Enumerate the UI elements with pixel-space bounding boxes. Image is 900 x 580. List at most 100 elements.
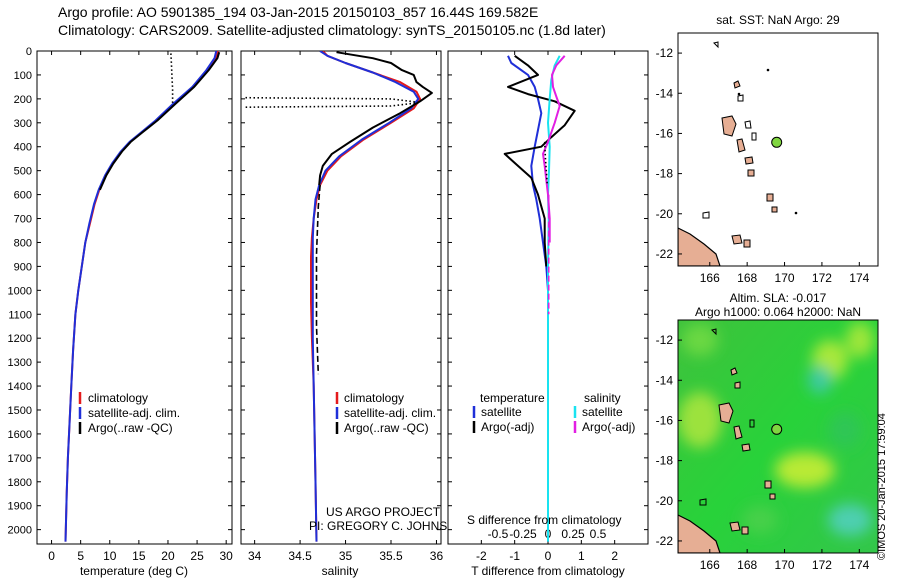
temperature-legend: climatology satellite-adj. clim. Argo(..… [78, 391, 180, 435]
erromango-island [769, 493, 776, 500]
pi-annotation: PI: GREGORY C. JOHNSON [309, 519, 465, 533]
difference-panel: -2 -1 0 1 2-0.5 -0.25 0 0.25 0.5 T difference fr… [447, 50, 649, 578]
s-diff-tick-label: -0.5 [488, 527, 509, 541]
x-tick-label: 5 [77, 549, 84, 563]
sla-map-panel: Altim. SLA: -0.017 Argo h1000: 0.064 h20… [656, 291, 879, 572]
series-argo-qc-top [245, 96, 421, 108]
lon-tick-label: 172 [812, 271, 832, 285]
depth-tick-label: 0 [26, 46, 32, 58]
series-argo-raw [98, 51, 221, 191]
lon-tick-label: 170 [775, 271, 795, 285]
salinity-xlabel: salinity [322, 564, 359, 578]
depth-tick-label: 1500 [8, 405, 32, 417]
lon-tick-label: 168 [737, 271, 757, 285]
salinity-legend: climatology satellite-adj. clim. Argo(..… [335, 391, 436, 435]
depth-tick-label: 1700 [8, 453, 32, 465]
sla-map-frame [677, 319, 879, 554]
depth-tick-label: 600 [14, 190, 32, 202]
x-tick-label: -1 [509, 549, 520, 563]
islet-3 [766, 68, 770, 72]
sst-map-frame [677, 32, 879, 267]
temperature-axes-box [36, 50, 233, 545]
depth-ticks: 0 100 200 300 400 500 600 700 800 900 1000 1100 1200… [8, 46, 232, 537]
new-caledonia-landmass [678, 514, 721, 553]
difference-secondary-label: S difference from climatology [467, 513, 622, 527]
x-tick-label: 1 [578, 549, 585, 563]
loyalty-island-1 [731, 234, 743, 245]
series-satellite-adj-clim- [64, 51, 218, 542]
depth-tick-label: 100 [14, 70, 32, 82]
reef-1 [702, 211, 710, 219]
pentecost-island [751, 132, 757, 141]
malakula-island [736, 138, 746, 153]
sla-field-blobs [678, 322, 874, 536]
copyright-stamp: ©IMOS 20-Jan-2015 17:59:04 [876, 413, 888, 560]
salinity-x-ticks: 34 34.5 35 35.5 36 [248, 51, 443, 563]
lat-tick-label: -22 [656, 534, 674, 548]
x-tick-label: 30 [219, 549, 233, 563]
lat-tick-label: -20 [656, 207, 674, 221]
temperature-series [64, 51, 221, 542]
lon-tick-label: 166 [700, 558, 720, 572]
temperature-panel: 0100200300400500600700800900100011001200… [8, 46, 234, 578]
maewo-island [744, 120, 752, 129]
banks-island-2 [734, 381, 741, 389]
x-tick-label: 35.5 [379, 549, 403, 563]
series-t-argo [503, 54, 576, 267]
torres-island [713, 41, 719, 49]
banks-island-1 [733, 80, 741, 89]
series-t-satellite [507, 55, 549, 542]
depth-tick-label: 1000 [8, 285, 32, 297]
lat-tick-label: -20 [656, 494, 674, 508]
malakula-island [733, 425, 743, 440]
sla-map-title-line1: Altim. SLA: -0.017 [730, 291, 827, 305]
legend-title-salinity: salinity [584, 391, 621, 405]
depth-tick-label: 400 [14, 142, 32, 154]
depth-tick-label: 300 [14, 118, 32, 130]
legend-label-satellite: satellite-adj. clim. [344, 406, 436, 420]
legend-label-argo: Argo(..raw -QC) [344, 421, 429, 435]
depth-tick-label: 1600 [8, 429, 32, 441]
depth-tick-label: 800 [14, 237, 32, 249]
legend-label-climatology: climatology [344, 391, 404, 405]
x-tick-label: 0 [545, 549, 552, 563]
series-s-argo-dotted [543, 141, 549, 186]
sst-map-ticks: 166 168 170 172 174 -12 -14 -16 -18 -20 -22 [656, 46, 870, 285]
pentecost-island [749, 419, 755, 428]
depth-tick-label: 700 [14, 214, 32, 226]
x-tick-label: 10 [103, 549, 117, 563]
legend-label-s-argo: Argo(-adj) [582, 420, 635, 434]
sst-map-title: sat. SST: NaN Argo: 29 [716, 13, 840, 27]
series-argo-raw [318, 51, 433, 186]
lat-tick-label: -16 [656, 413, 674, 427]
lon-tick-label: 172 [812, 558, 832, 572]
legend-label-t-satellite: satellite [481, 405, 522, 419]
legend-title-temperature: temperature [480, 391, 545, 405]
depth-tick-label: 500 [14, 166, 32, 178]
salinity-panel: 34 34.5 35 35.5 36 salinity climatology sate… [240, 50, 465, 578]
islet-2 [737, 92, 741, 96]
lat-tick-label: -16 [656, 126, 674, 140]
banks-island-1 [730, 367, 738, 376]
depth-tick-label: 1800 [8, 477, 32, 489]
torres-island [711, 328, 717, 336]
x-tick-label: 15 [132, 549, 146, 563]
x-tick-label: 36 [430, 549, 444, 563]
s-diff-tick-label: 0.25 [561, 527, 585, 541]
x-tick-label: -2 [476, 549, 487, 563]
depth-tick-label: 1200 [8, 333, 32, 345]
new-caledonia-landmass [678, 227, 721, 266]
lat-tick-label: -14 [656, 86, 674, 100]
x-tick-label: 34.5 [288, 549, 312, 563]
x-tick-label: 0 [48, 549, 55, 563]
loyalty-island-1 [729, 521, 741, 532]
difference-series [503, 54, 576, 542]
legend-label-s-satellite: satellite [582, 405, 623, 419]
s-diff-tick-label: -0.25 [509, 527, 537, 541]
sla-map-ticks: 166 168 170 172 174 -12 -14 -16 -18 -20 -22 [656, 333, 870, 572]
islet-1 [794, 211, 798, 215]
efate-island [766, 193, 774, 202]
sla-map-title-line2: Argo h1000: 0.064 h2000: NaN [695, 305, 861, 319]
depth-tick-label: 1300 [8, 357, 32, 369]
